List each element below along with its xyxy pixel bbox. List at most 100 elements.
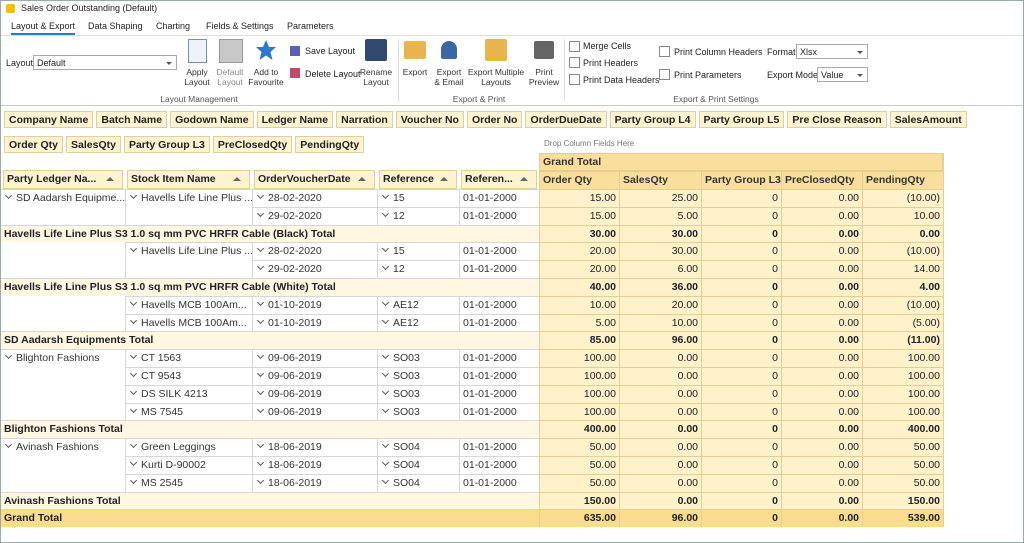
expand-chevron[interactable]	[4, 352, 13, 360]
export-multiple-button[interactable]: Export Multiple Layouts	[467, 67, 525, 87]
tab[interactable]: Charting	[156, 21, 191, 31]
data-field[interactable]: Order Qty	[4, 136, 64, 153]
expand-chevron[interactable]	[381, 369, 390, 378]
checkbox[interactable]	[659, 69, 670, 80]
expand-chevron[interactable]	[256, 458, 265, 467]
filter-field[interactable]: Narration	[336, 111, 393, 128]
delete-icon	[290, 68, 300, 78]
filter-field[interactable]: Godown Name	[170, 111, 254, 128]
expand-chevron[interactable]	[256, 441, 265, 449]
expand-chevron[interactable]	[381, 298, 390, 306]
filter-field[interactable]: Batch Name	[96, 111, 168, 128]
expand-chevron[interactable]	[129, 298, 138, 306]
expand-chevron[interactable]	[4, 191, 13, 200]
expand-chevron[interactable]	[381, 476, 390, 484]
expand-chevron[interactable]	[129, 245, 138, 253]
tab[interactable]: Fields & Settings	[206, 21, 274, 31]
expand-chevron[interactable]	[381, 405, 390, 413]
expand-chevron[interactable]	[256, 191, 265, 200]
apply-layout-button[interactable]: Apply Layout	[184, 67, 210, 87]
value-cell: 20.00	[539, 260, 619, 278]
expand-chevron[interactable]	[256, 476, 265, 484]
checkbox[interactable]	[659, 46, 670, 57]
expand-chevron[interactable]	[381, 263, 390, 271]
row-header[interactable]: Reference	[379, 170, 457, 189]
delete-layout-button[interactable]: Delete Layout	[305, 69, 361, 79]
expand-chevron[interactable]	[381, 316, 390, 324]
expand-chevron[interactable]	[129, 352, 138, 360]
filter-field[interactable]: Pre Close Reason	[787, 111, 887, 128]
rename-layout-button[interactable]: Rename Layout	[359, 67, 393, 87]
checkbox-label[interactable]: Print Headers	[583, 58, 639, 68]
data-header[interactable]: PreClosedQty	[781, 171, 862, 189]
data-field[interactable]: SalesQty	[66, 136, 121, 153]
data-header[interactable]: Party Group L3	[701, 171, 781, 189]
expand-chevron[interactable]	[256, 245, 265, 253]
expand-chevron[interactable]	[381, 209, 390, 217]
save-layout-button[interactable]: Save Layout	[305, 46, 356, 56]
row-header[interactable]: Stock Item Name	[127, 170, 250, 189]
column-header[interactable]: Grand Total	[539, 153, 943, 171]
expand-chevron[interactable]	[4, 441, 13, 449]
expand-chevron[interactable]	[129, 405, 138, 413]
value-cell: 0.00	[781, 456, 862, 474]
expand-chevron[interactable]	[381, 458, 390, 467]
expand-chevron[interactable]	[381, 441, 390, 449]
row-header[interactable]: OrderVoucherDate	[254, 170, 375, 189]
expand-chevron[interactable]	[129, 458, 138, 467]
expand-chevron[interactable]	[256, 263, 265, 271]
add-favourite-button[interactable]: Add to Favourite	[248, 67, 284, 87]
checkbox-label[interactable]: Merge Cells	[583, 41, 632, 51]
format-dropdown[interactable]: Xlsx	[796, 44, 868, 59]
expand-chevron[interactable]	[381, 245, 390, 253]
expand-chevron[interactable]	[381, 387, 390, 395]
filter-field[interactable]: OrderDueDate	[525, 111, 607, 128]
row-header[interactable]: Referen...	[461, 170, 537, 189]
expand-chevron[interactable]	[129, 441, 138, 449]
checkbox-label[interactable]: Print Data Headers	[583, 75, 660, 85]
filter-field[interactable]: Party Group L4	[609, 111, 696, 128]
checkbox-label[interactable]: Print Column Headers	[674, 47, 763, 57]
filter-field[interactable]: Company Name	[4, 111, 94, 128]
filter-field[interactable]: Voucher No	[395, 111, 464, 128]
row-header[interactable]: Party Ledger Na...	[3, 170, 123, 189]
expand-chevron[interactable]	[256, 387, 265, 395]
data-header[interactable]: Order Qty	[539, 171, 619, 189]
expand-chevron[interactable]	[129, 387, 138, 395]
expand-chevron[interactable]	[129, 476, 138, 484]
expand-chevron[interactable]	[256, 352, 265, 360]
checkbox[interactable]	[569, 41, 580, 52]
default-layout-button[interactable]: Default Layout	[216, 67, 244, 87]
row-cell: 01-01-2000	[459, 473, 539, 492]
expand-chevron[interactable]	[256, 298, 265, 306]
checkbox-label[interactable]: Print Parameters	[674, 70, 742, 80]
layout-dropdown[interactable]: Default	[33, 55, 177, 70]
checkbox[interactable]	[569, 74, 580, 85]
expand-chevron[interactable]	[256, 209, 265, 217]
filter-field[interactable]: Party Group L5	[698, 111, 785, 128]
data-header[interactable]: PendingQty	[862, 171, 943, 189]
filter-field[interactable]: SalesAmount	[889, 111, 967, 128]
data-field[interactable]: PreClosedQty	[212, 136, 293, 153]
expand-chevron[interactable]	[256, 405, 265, 413]
data-header[interactable]: SalesQty	[619, 171, 701, 189]
print-preview-button[interactable]: Print Preview	[528, 67, 560, 87]
data-field[interactable]: PendingQty	[295, 136, 365, 153]
expand-chevron[interactable]	[381, 352, 390, 360]
expand-chevron[interactable]	[129, 316, 138, 324]
filter-field[interactable]: Ledger Name	[256, 111, 334, 128]
tab[interactable]: Layout & Export	[11, 21, 76, 35]
checkbox[interactable]	[569, 57, 580, 68]
expand-chevron[interactable]	[129, 191, 138, 200]
export-button[interactable]: Export	[402, 67, 428, 77]
tab[interactable]: Parameters	[287, 21, 334, 31]
expand-chevron[interactable]	[256, 369, 265, 378]
export-email-button[interactable]: Export & Email	[434, 67, 464, 87]
expand-chevron[interactable]	[129, 369, 138, 378]
expand-chevron[interactable]	[381, 191, 390, 200]
filter-field[interactable]: Order No	[466, 111, 523, 128]
export-mode-dropdown[interactable]: Value	[817, 67, 868, 82]
tab[interactable]: Data Shaping	[88, 21, 143, 31]
data-field[interactable]: Party Group L3	[123, 136, 210, 153]
expand-chevron[interactable]	[256, 316, 265, 324]
